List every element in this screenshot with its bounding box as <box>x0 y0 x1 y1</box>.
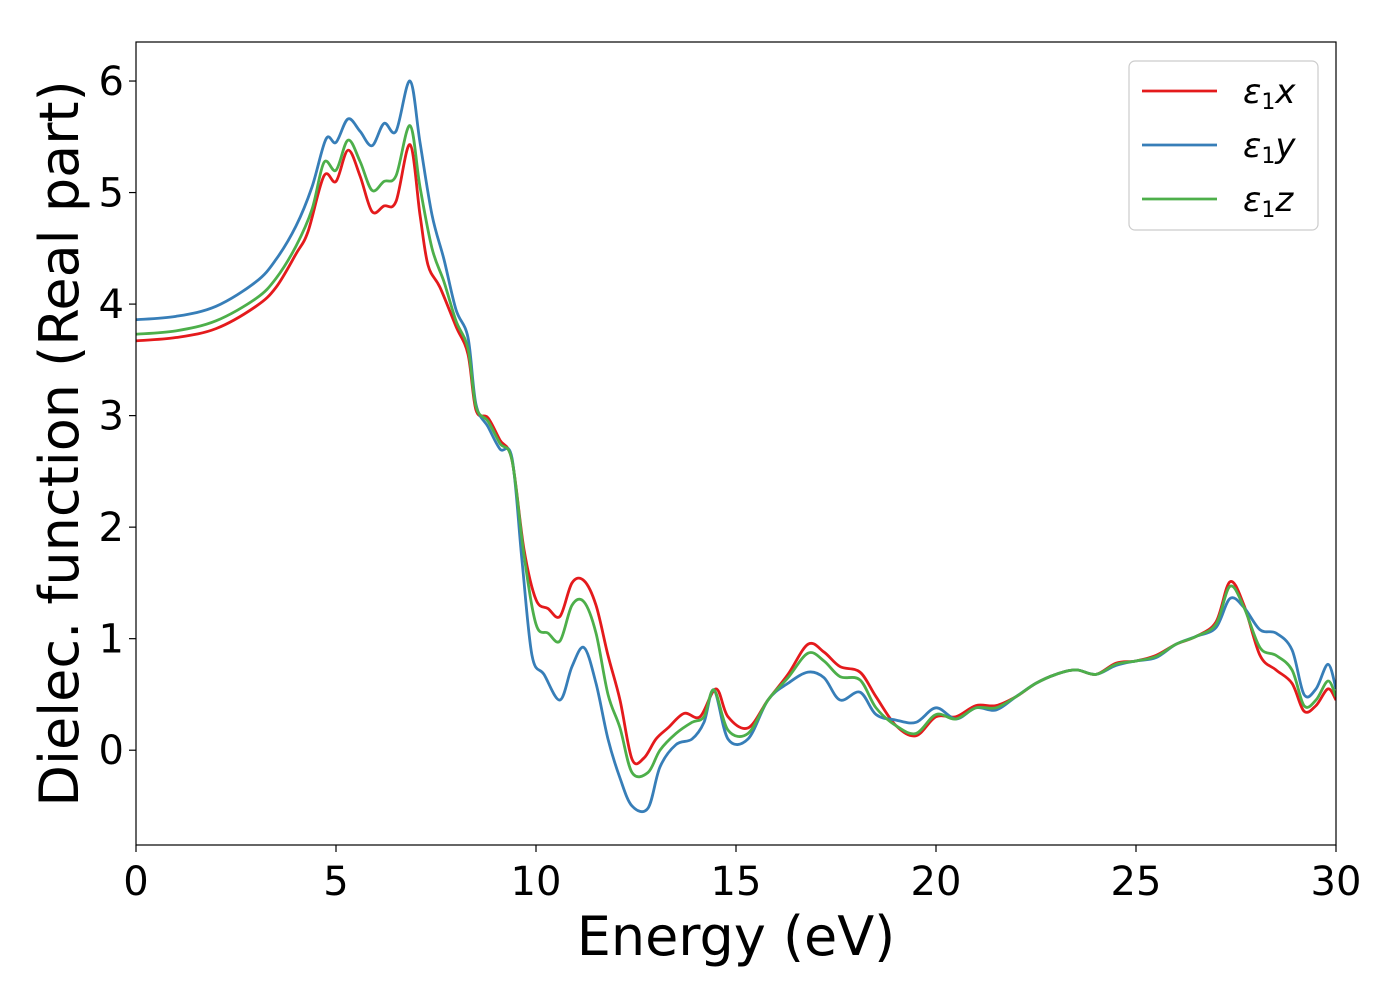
x-tick-label: 25 <box>1111 859 1162 905</box>
y-tick-label: 3 <box>99 394 124 440</box>
x-tick-label: 15 <box>711 859 762 905</box>
x-axis-title: Energy (eV) <box>577 905 896 968</box>
series-line-z <box>136 124 1336 779</box>
x-tick-label: 0 <box>123 859 148 905</box>
x-tick-label: 30 <box>1311 859 1362 905</box>
legend-box <box>1128 60 1319 231</box>
legend-label-z: ε1z <box>1243 180 1294 223</box>
x-tick-label: 5 <box>323 859 348 905</box>
y-tick-label: 6 <box>99 59 124 105</box>
x-tick-label: 10 <box>511 859 562 905</box>
y-tick-label: 5 <box>99 171 124 217</box>
series-layer <box>136 79 1336 814</box>
legend: ε1x ε1y ε1z <box>1128 60 1319 231</box>
legend-label-y: ε1y <box>1243 126 1296 169</box>
x-tick-label: 20 <box>911 859 962 905</box>
y-tick-label: 1 <box>99 617 124 663</box>
series-line-x <box>136 143 1336 766</box>
y-tick-label: 4 <box>99 282 124 328</box>
x-axis-ticks: 0 5 10 15 20 25 30 <box>123 845 1361 905</box>
legend-label-x: ε1x <box>1243 72 1296 115</box>
y-axis-ticks: 0 1 2 3 4 5 6 <box>99 59 136 774</box>
y-axis-title: Dielec. function (Real part) <box>28 80 91 806</box>
y-tick-label: 0 <box>99 728 124 774</box>
y-tick-label: 2 <box>99 505 124 551</box>
